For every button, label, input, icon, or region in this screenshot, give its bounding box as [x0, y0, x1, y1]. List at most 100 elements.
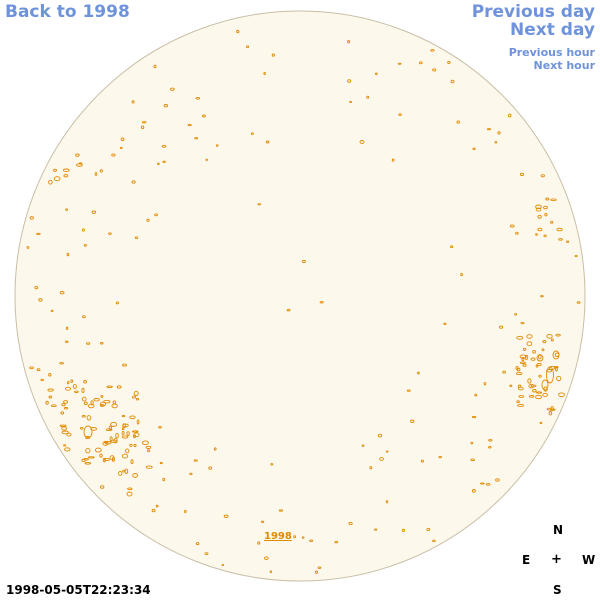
contour-mark: [129, 443, 133, 447]
contour-mark: [472, 147, 476, 151]
compass-south: S: [553, 583, 562, 597]
contour-mark: [215, 144, 219, 147]
contour-mark: [488, 439, 493, 442]
contour-mark: [109, 455, 115, 461]
contour-mark: [111, 153, 116, 157]
contour-mark: [286, 309, 291, 312]
contour-mark: [432, 68, 437, 72]
contour-mark: [443, 322, 447, 325]
contour-mark: [537, 214, 542, 219]
contour-mark: [556, 375, 562, 382]
contour-mark: [48, 179, 53, 185]
contour-mark: [64, 447, 71, 452]
contour-mark: [499, 325, 504, 329]
contour-mark: [26, 246, 30, 249]
contour-mark: [319, 300, 324, 304]
contour-mark: [474, 393, 478, 397]
contour-mark: [195, 542, 200, 546]
contour-mark: [544, 212, 548, 217]
contour-mark: [131, 180, 136, 184]
contour-mark: [145, 445, 152, 449]
compass-east: E: [522, 553, 531, 567]
contour-mark: [516, 335, 524, 340]
contour-mark: [574, 254, 578, 258]
contour-mark: [63, 407, 69, 410]
contour-mark: [59, 291, 65, 295]
contour-mark: [63, 400, 69, 404]
contour-mark: [223, 514, 229, 518]
contour-mark: [542, 392, 548, 397]
contour-mark: [263, 72, 266, 75]
contour-mark: [538, 374, 542, 378]
contour-mark: [516, 400, 520, 404]
contour-mark: [517, 386, 524, 391]
contour-mark: [162, 160, 166, 163]
contour-mark: [65, 326, 69, 330]
contour-mark: [133, 443, 137, 448]
back-to-year-link[interactable]: Back to 1998: [5, 2, 130, 22]
contour-mark: [438, 455, 442, 459]
previous-hour-link[interactable]: Previous hour: [508, 46, 595, 59]
contour-mark: [108, 232, 112, 235]
contour-mark: [518, 395, 525, 398]
contour-mark: [195, 96, 201, 100]
contour-mark: [540, 174, 545, 178]
contour-mark: [566, 240, 570, 243]
year-label-link[interactable]: 1998: [264, 531, 292, 542]
contour-mark: [538, 353, 542, 360]
contour-mark: [187, 123, 192, 127]
previous-day-link[interactable]: Previous day: [471, 2, 595, 22]
contour-mark: [81, 228, 85, 232]
contour-mark: [334, 540, 339, 544]
contour-mark: [103, 399, 111, 404]
contour-mark: [418, 61, 423, 65]
contour-mark: [432, 539, 436, 543]
contour-mark: [36, 232, 41, 236]
contour-mark: [194, 136, 199, 140]
contour-mark: [201, 114, 206, 118]
compass-north: N: [553, 523, 564, 537]
contour-mark: [543, 205, 548, 210]
next-hour-link[interactable]: Next hour: [533, 59, 596, 72]
contour-mark: [555, 333, 561, 337]
contour-mark: [494, 141, 498, 144]
contour-mark: [519, 354, 527, 359]
contour-mark: [102, 441, 109, 446]
contour-mark: [236, 30, 240, 34]
contour-mark: [480, 482, 485, 485]
contour-mark: [528, 395, 535, 398]
contour-mark: [536, 363, 542, 366]
contour-mark: [485, 483, 491, 486]
contour-mark: [36, 368, 41, 372]
contour-mark: [260, 520, 265, 523]
contour-mark: [66, 252, 70, 257]
contour-mark: [146, 218, 150, 222]
contour-mark: [554, 366, 558, 372]
contour-mark: [79, 426, 84, 430]
contour-mark: [264, 556, 269, 561]
contour-mark: [548, 411, 553, 416]
contour-mark: [53, 176, 61, 182]
contour-mark: [391, 158, 395, 162]
contour-mark: [121, 435, 129, 439]
contour-mark: [347, 40, 351, 44]
contour-mark: [99, 342, 104, 345]
contour-mark: [245, 45, 250, 49]
contour-mark: [470, 458, 476, 461]
contour-mark: [50, 404, 57, 408]
contour-mark: [145, 465, 153, 469]
next-day-link[interactable]: Next day: [510, 20, 595, 40]
contour-mark: [541, 348, 545, 352]
contour-mark: [528, 383, 534, 389]
contour-mark: [535, 207, 542, 212]
contour-mark: [430, 49, 435, 52]
contour-mark: [147, 449, 151, 453]
contour-mark: [535, 364, 539, 368]
contour-mark: [126, 431, 130, 436]
contour-mark: [126, 491, 133, 497]
contour-mark: [483, 382, 487, 386]
contour-mark: [29, 216, 34, 220]
contour-mark: [72, 383, 77, 390]
contour-mark: [65, 340, 69, 343]
contour-mark: [122, 363, 127, 367]
